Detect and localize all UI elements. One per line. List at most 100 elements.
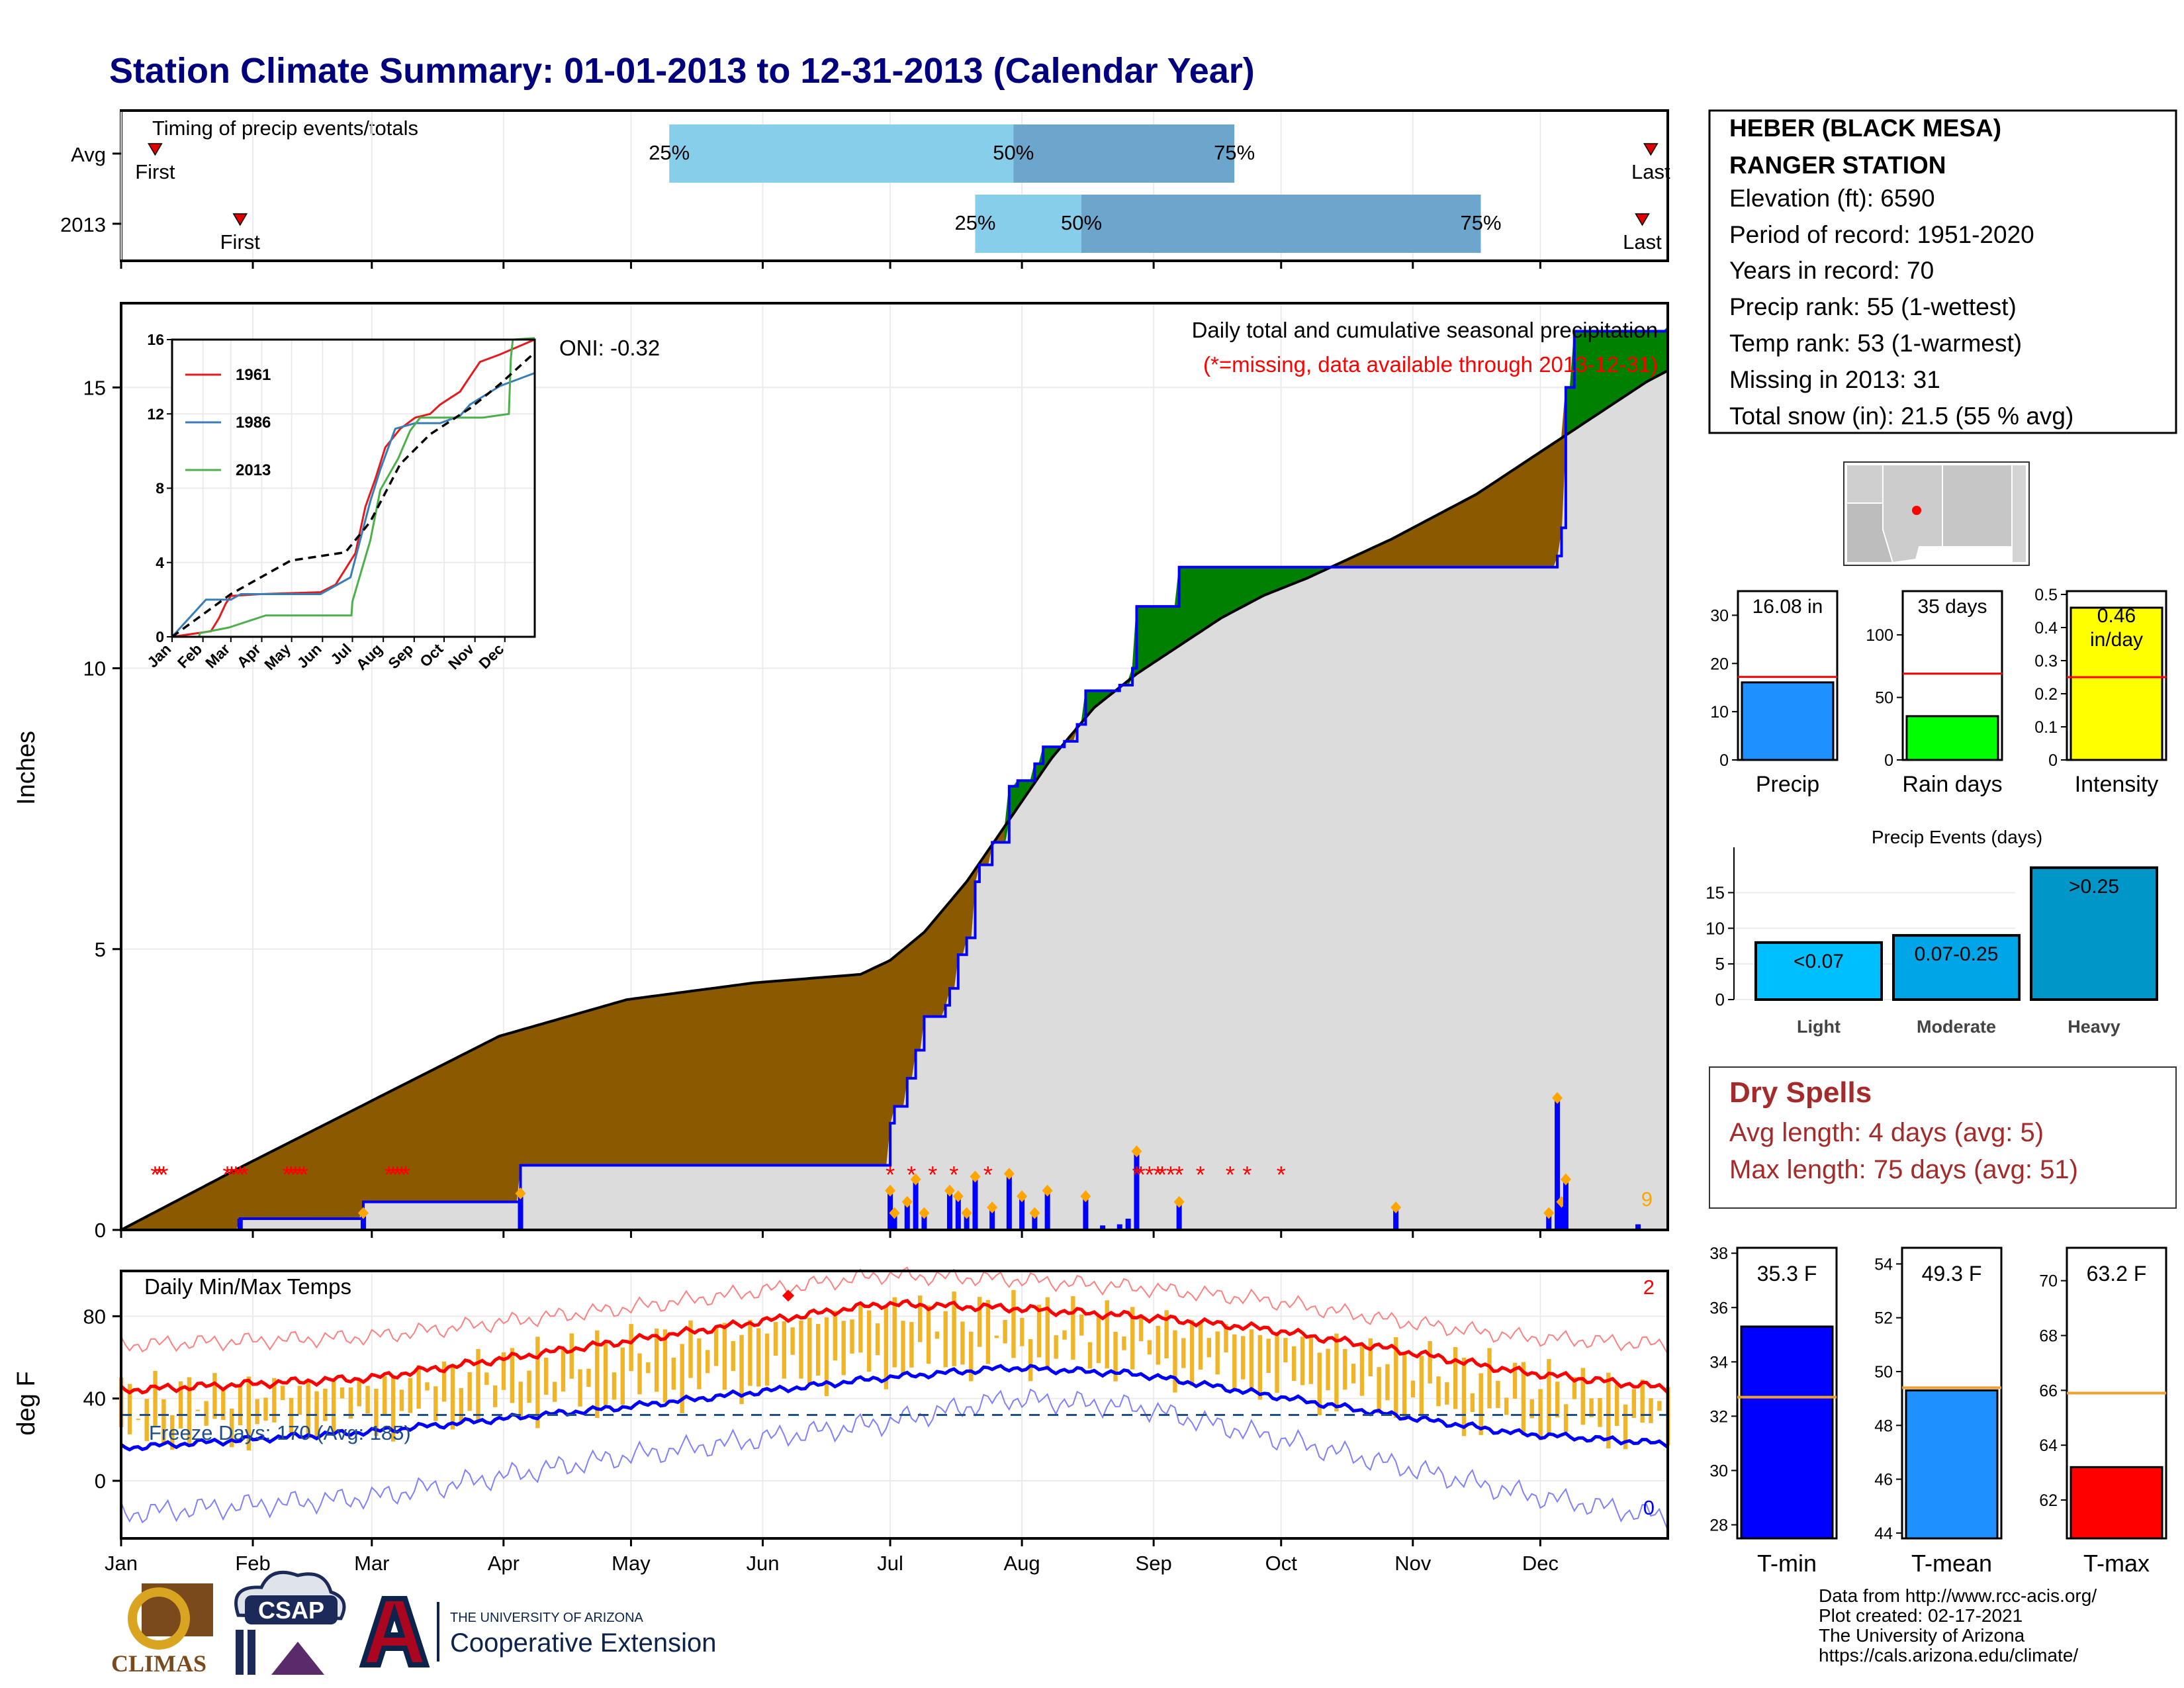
freeze-days-label: Freeze Days: 170 (Avg: 185): [149, 1421, 411, 1444]
station-snow: Total snow (in): 21.5 (55 % avg): [1729, 402, 2073, 430]
daily-temp-range-bar: [1122, 1336, 1126, 1350]
events-category-label: Light: [1797, 1017, 1841, 1037]
cumulative-difference-segment: [329, 1119, 334, 1219]
cumulative-difference-segment: [193, 1189, 199, 1231]
cumulative-difference-segment: [1140, 606, 1146, 672]
cumulative-difference-segment: [422, 1072, 428, 1203]
temp-summary-y-tick-label: 62: [2039, 1491, 2058, 1510]
cumulative-difference-segment: [889, 956, 895, 1123]
summary-y-tick-label: 50: [1875, 689, 1893, 708]
daily-temp-range-bar: [1257, 1335, 1263, 1400]
daily-temp-range-bar: [1054, 1335, 1058, 1359]
daily-temp-range-bar: [1036, 1305, 1042, 1358]
missing-data-marker: *: [928, 1161, 937, 1188]
cumulative-difference-segment: [1230, 567, 1235, 614]
daily-temp-range-bar: [1461, 1357, 1467, 1436]
daily-temp-range-bar: [739, 1335, 744, 1405]
daily-temp-range-bar: [731, 1340, 735, 1372]
cumulative-difference-segment: [486, 1039, 492, 1203]
ua-logo-top: THE UNIVERSITY OF ARIZONA: [450, 1611, 644, 1625]
cumulative-difference-segment: [1502, 473, 1507, 568]
cumulative-difference-segment: [775, 980, 780, 1166]
summary-y-tick-label: 10: [1710, 703, 1729, 722]
cumulative-difference-segment: [664, 994, 670, 1166]
cumulative-difference-segment: [452, 1056, 457, 1203]
cumulative-difference-segment: [324, 1121, 330, 1219]
timing-y2013-pct-label: 50%: [1061, 211, 1102, 234]
cumulative-difference-segment: [966, 874, 972, 939]
daily-temp-range-bar: [1113, 1331, 1118, 1382]
cumulative-difference-segment: [1659, 330, 1664, 376]
timing-y2013-bar-25-50: [975, 195, 1081, 253]
footer-line-1: Data from http://www.rcc-acis.org/: [1819, 1585, 2097, 1606]
daily-temp-range-bar: [187, 1377, 192, 1446]
timing-avg-pct-label: 50%: [993, 141, 1034, 164]
cumulative-difference-segment: [1523, 459, 1528, 568]
daily-temp-range-bar: [909, 1322, 914, 1368]
temp-summary-y-tick-label: 50: [1874, 1363, 1893, 1382]
cumulative-difference-segment: [426, 1070, 432, 1203]
cumulative-difference-segment: [571, 1013, 576, 1166]
cumulative-difference-segment: [737, 984, 742, 1166]
cumulative-difference-segment: [792, 979, 797, 1166]
timing-avg-bar-50-75: [1013, 124, 1235, 183]
cumulative-difference-segment: [626, 998, 631, 1166]
missing-data-marker: *: [1145, 1161, 1154, 1188]
heavy-precip-marker: [901, 1196, 913, 1208]
daily-temp-range-bar: [433, 1386, 438, 1421]
cumulative-difference-segment: [872, 966, 878, 1166]
daily-temp-range-bar: [561, 1348, 566, 1392]
daily-precip-bar: [237, 1219, 243, 1230]
missing-data-marker: *: [1154, 1161, 1163, 1188]
summary-bar-rain-days: [1905, 715, 1999, 761]
summary-value-label: 35 days: [1917, 596, 1987, 618]
daily-temp-range-bar: [748, 1319, 752, 1386]
daily-temp-range-bar: [518, 1382, 523, 1420]
daily-precip-bar: [1555, 1098, 1561, 1230]
cumulative-difference-segment: [418, 1074, 424, 1203]
month-tick-label: Jul: [877, 1552, 903, 1575]
daily-temp-range-bar: [1164, 1310, 1169, 1358]
temp-summary-y-tick-label: 54: [1874, 1255, 1893, 1274]
cumulative-difference-segment: [881, 961, 887, 1166]
temp-summary-category-label: T-max: [2083, 1550, 2150, 1577]
inset-legend-label: 2013: [236, 461, 271, 479]
station-precip-rank: Precip rank: 55 (1-wettest): [1729, 293, 2017, 320]
cumulative-difference-segment: [656, 994, 661, 1166]
missing-data-marker: *: [236, 1161, 245, 1188]
heavy-precip-marker: [1029, 1207, 1040, 1219]
cumulative-difference-segment: [533, 1025, 538, 1166]
daily-temp-range-bar: [586, 1368, 591, 1387]
station-years: Years in record: 70: [1729, 257, 1934, 284]
daily-temp-range-bar: [1394, 1336, 1398, 1418]
timing-y2013-first-marker: [232, 213, 248, 226]
daily-temp-range-bar: [697, 1338, 702, 1389]
temp-summary-bar-t-max: [2070, 1466, 2163, 1540]
cumulative-difference-segment: [1259, 567, 1265, 598]
cumulative-difference-segment: [1531, 454, 1537, 568]
missing-data-marker: *: [1158, 1161, 1167, 1188]
cumulative-difference-segment: [805, 978, 810, 1166]
temp-summary-y-tick-label: 52: [1874, 1309, 1893, 1328]
month-tick-label: Mar: [354, 1552, 389, 1575]
daily-temp-range-bar: [1657, 1401, 1662, 1411]
cumulative-difference-segment: [1195, 567, 1201, 635]
summary-y-tick-label: 0.3: [2034, 652, 2058, 671]
cumulative-difference-segment: [1165, 606, 1171, 655]
cumulative-difference-segment: [940, 906, 946, 1017]
cumulative-difference-segment: [469, 1048, 475, 1203]
cumulative-difference-segment: [813, 977, 819, 1166]
temp-count-lo: 0: [1643, 1496, 1655, 1519]
cumulative-difference-segment: [371, 1098, 377, 1203]
cumulative-difference-segment: [907, 942, 912, 1079]
daily-temp-range-bar: [348, 1387, 353, 1419]
daily-temp-range-bar: [476, 1348, 480, 1421]
cumulative-difference-segment: [617, 1000, 623, 1166]
daily-temp-range-bar: [1504, 1397, 1509, 1415]
daily-temp-range-bar: [1020, 1317, 1024, 1346]
events-bar-moderate: [1892, 934, 2021, 1001]
daily-temp-range-bar: [323, 1388, 328, 1421]
cumulative-difference-segment: [600, 1005, 606, 1166]
cumulative-difference-segment: [549, 1019, 555, 1166]
station-name-line2: RANGER STATION: [1729, 152, 1946, 179]
